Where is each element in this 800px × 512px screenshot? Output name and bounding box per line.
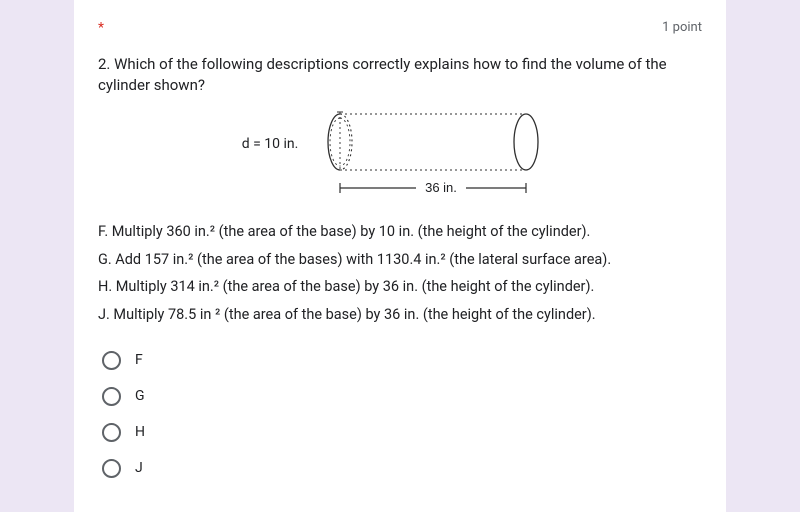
- question-text: 2. Which of the following descriptions c…: [98, 54, 702, 96]
- choice-label: G: [135, 388, 145, 404]
- choice-h[interactable]: H: [102, 414, 702, 450]
- answer-g-text: G. Add 157 in.² (the area of the bases) …: [98, 246, 702, 274]
- radio-choice-group: F G H J: [98, 342, 702, 486]
- choice-label: J: [135, 460, 143, 476]
- radio-icon: [102, 387, 121, 406]
- length-label: 36 in.: [425, 180, 457, 195]
- cylinder-svg: 36 in.: [308, 106, 558, 206]
- answer-f-text: F. Multiply 360 in.² (the area of the ba…: [98, 218, 702, 246]
- answer-descriptions: F. Multiply 360 in.² (the area of the ba…: [98, 218, 702, 328]
- choice-f[interactable]: F: [102, 342, 702, 378]
- choice-j[interactable]: J: [102, 450, 702, 486]
- required-asterisk: *: [98, 20, 104, 36]
- radio-icon: [102, 351, 121, 370]
- points-label: 1 point: [662, 20, 702, 36]
- radio-icon: [102, 459, 121, 478]
- diameter-label: d = 10 in.: [242, 136, 299, 152]
- card-header-row: * 1 point: [98, 20, 702, 36]
- choice-label: H: [135, 424, 145, 440]
- radio-icon: [102, 423, 121, 442]
- choice-g[interactable]: G: [102, 378, 702, 414]
- cylinder-diagram: d = 10 in. 36 in.: [98, 106, 702, 206]
- answer-h-text: H. Multiply 314 in.² (the area of the ba…: [98, 273, 702, 301]
- choice-label: F: [135, 352, 143, 368]
- question-card: * 1 point 2. Which of the following desc…: [74, 0, 726, 512]
- answer-j-text: J. Multiply 78.5 in ² (the area of the b…: [98, 301, 702, 329]
